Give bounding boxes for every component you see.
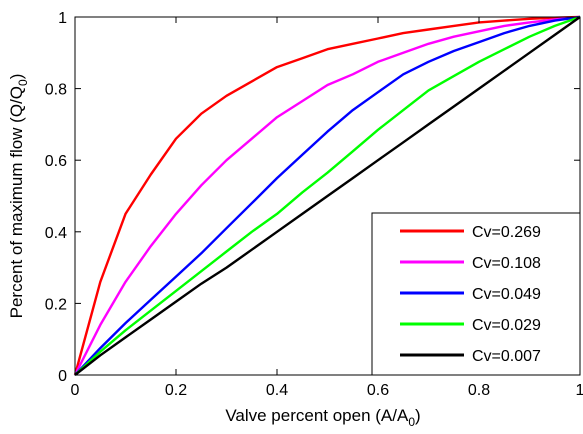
series-line-1	[73, 15, 581, 376]
y-tick-label: 1	[58, 10, 67, 27]
plot-area-frame	[74, 16, 581, 376]
x-tick-label: 0.2	[165, 382, 187, 399]
x-axis-title: Valve percent open (A/A0)	[225, 406, 420, 429]
y-axis-title-subscript: 0	[16, 79, 30, 86]
legend-label-1: Cv=0.269	[472, 224, 541, 241]
x-axis-title-subscript: 0	[408, 415, 415, 429]
series-line-4	[74, 15, 581, 376]
y-tick-label: 0.6	[45, 153, 67, 170]
y-tick-label: 0.2	[45, 296, 67, 313]
y-axis-title-close: )	[7, 74, 26, 80]
legend-label-4: Cv=0.029	[472, 317, 541, 334]
y-tick-label: 0	[58, 368, 67, 385]
x-tick-label: 0.4	[266, 382, 288, 399]
legend-label-5: Cv=0.007	[472, 348, 541, 365]
series-layer	[73, 15, 581, 376]
y-tick-label: 0.4	[45, 225, 67, 242]
legend-label-2: Cv=0.108	[472, 255, 541, 272]
y-axis-title-main: Percent of maximum flow (Q/Q	[7, 86, 26, 318]
x-axis-title-close: )	[415, 406, 421, 425]
x-tick-label: 0	[71, 382, 80, 399]
x-axis-title-main: Valve percent open (A/A	[225, 406, 409, 425]
legend: Cv=0.269 Cv=0.108 Cv=0.049 Cv=0.029 Cv=0.007	[371, 212, 581, 376]
x-tick-label: 0.6	[367, 382, 389, 399]
x-tick-label: 1	[576, 382, 583, 399]
series-line-3	[74, 15, 581, 376]
y-tick-label: 0.8	[45, 82, 67, 99]
series-line-5	[74, 16, 581, 376]
legend-label-3: Cv=0.049	[472, 286, 541, 303]
y-axis-title: Percent of maximum flow (Q/Q0)	[7, 74, 30, 319]
x-tick-label: 0.8	[468, 382, 490, 399]
series-line-2	[73, 15, 581, 376]
